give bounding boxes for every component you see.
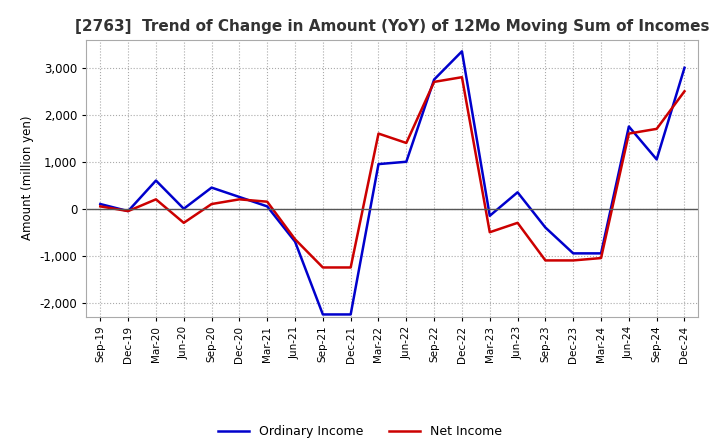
Ordinary Income [235,194,243,200]
Net Income [680,88,689,94]
Ordinary Income [96,202,104,207]
Net Income [263,199,271,204]
Ordinary Income [374,161,383,167]
Ordinary Income [624,124,633,129]
Net Income [179,220,188,225]
Ordinary Income [458,49,467,54]
Line: Net Income: Net Income [100,77,685,268]
Net Income [597,256,606,261]
Net Income [291,237,300,242]
Net Income [207,202,216,207]
Net Income [152,197,161,202]
Ordinary Income [485,213,494,218]
Ordinary Income [430,77,438,82]
Net Income [235,197,243,202]
Ordinary Income [318,312,327,317]
Ordinary Income [152,178,161,183]
Net Income [430,79,438,84]
Net Income [346,265,355,270]
Ordinary Income [402,159,410,165]
Ordinary Income [569,251,577,256]
Title: [2763]  Trend of Change in Amount (YoY) of 12Mo Moving Sum of Incomes: [2763] Trend of Change in Amount (YoY) o… [75,19,710,34]
Ordinary Income [513,190,522,195]
Net Income [96,204,104,209]
Net Income [485,230,494,235]
Ordinary Income [680,65,689,70]
Net Income [318,265,327,270]
Net Income [124,209,132,214]
Ordinary Income [346,312,355,317]
Ordinary Income [597,251,606,256]
Ordinary Income [541,225,550,230]
Net Income [374,131,383,136]
Net Income [402,140,410,146]
Ordinary Income [207,185,216,190]
Net Income [541,258,550,263]
Ordinary Income [124,209,132,214]
Net Income [569,258,577,263]
Legend: Ordinary Income, Net Income: Ordinary Income, Net Income [213,420,507,440]
Ordinary Income [652,157,661,162]
Line: Ordinary Income: Ordinary Income [100,51,685,315]
Net Income [624,131,633,136]
Net Income [513,220,522,225]
Y-axis label: Amount (million yen): Amount (million yen) [21,116,34,240]
Net Income [458,74,467,80]
Ordinary Income [291,239,300,244]
Ordinary Income [263,204,271,209]
Net Income [652,126,661,132]
Ordinary Income [179,206,188,211]
